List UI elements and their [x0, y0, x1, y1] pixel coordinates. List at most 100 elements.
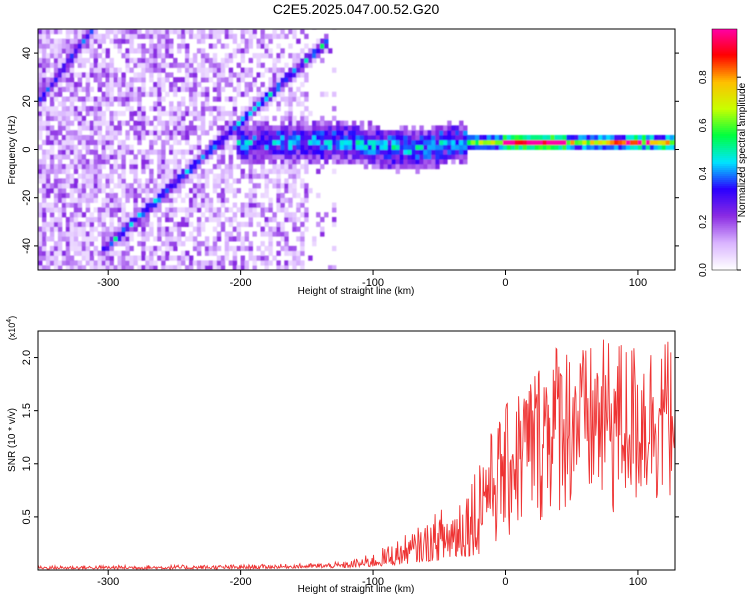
- heatmap-cell: [113, 29, 118, 35]
- heatmap-cell: [387, 149, 392, 155]
- heatmap-cell: [212, 178, 218, 184]
- heatmap-cell: [316, 168, 321, 174]
- heatmap-cell: [125, 226, 130, 232]
- heatmap-cell: [252, 120, 257, 126]
- heatmap-cell: [93, 207, 98, 213]
- heatmap-cell: [288, 245, 293, 252]
- heatmap-cell: [240, 120, 245, 126]
- heatmap-cell: [121, 53, 126, 59]
- heatmap-cell: [264, 168, 269, 174]
- heatmap-cell: [173, 86, 178, 92]
- heatmap-cell: [200, 86, 206, 92]
- heatmap-cell: [594, 144, 599, 150]
- heatmap-cell: [320, 125, 325, 131]
- heatmap-cell: [141, 241, 146, 247]
- heatmap-cell: [101, 91, 106, 97]
- heatmap-cell: [145, 260, 150, 266]
- spectrogram-y-axis-label: Frequency (Hz): [7, 116, 18, 185]
- heatmap-cell: [45, 91, 51, 97]
- heatmap-cell: [212, 43, 218, 49]
- heatmap-cell: [133, 164, 138, 170]
- heatmap-cell: [157, 236, 162, 242]
- colorbar-step: [712, 185, 737, 189]
- heatmap-cell: [45, 221, 51, 227]
- heatmap-cell: [173, 164, 178, 170]
- heatmap-cell: [133, 188, 138, 194]
- heatmap-cell: [200, 29, 206, 35]
- heatmap-cell: [304, 33, 309, 39]
- heatmap-cell: [304, 62, 309, 68]
- heatmap-cell: [109, 57, 114, 64]
- colorbar-step: [712, 39, 737, 42]
- heatmap-cell: [232, 110, 238, 117]
- heatmap-cell: [192, 188, 198, 194]
- heatmap-cell: [57, 265, 63, 270]
- heatmap-cell: [101, 159, 106, 165]
- heatmap-cell: [447, 154, 452, 160]
- heatmap-cell: [196, 260, 202, 266]
- heatmap-cell: [224, 250, 230, 256]
- heatmap-cell: [256, 139, 261, 146]
- heatmap-cell: [97, 168, 102, 174]
- heatmap-cell: [224, 96, 230, 102]
- heatmap-cell: [149, 221, 154, 227]
- heatmap-cell: [264, 67, 269, 73]
- heatmap-cell: [38, 159, 43, 165]
- heatmap-cell: [189, 149, 194, 155]
- heatmap-cell: [149, 91, 154, 97]
- heatmap-cell: [232, 135, 238, 141]
- heatmap-cell: [89, 38, 94, 44]
- colorbar-step: [712, 109, 737, 112]
- heatmap-cell: [284, 241, 289, 247]
- heatmap-cell: [189, 207, 194, 213]
- heatmap-cell: [189, 130, 194, 136]
- heatmap-cell: [216, 96, 222, 102]
- heatmap-cell: [332, 159, 337, 165]
- heatmap-cell: [236, 265, 241, 270]
- heatmap-cell: [332, 207, 337, 213]
- heatmap-cell: [248, 164, 253, 170]
- heatmap-cell: [69, 217, 75, 223]
- heatmap-cell: [73, 91, 79, 97]
- heatmap-cell: [272, 91, 277, 97]
- heatmap-cell: [53, 178, 59, 184]
- heatmap-cell: [65, 110, 71, 117]
- heatmap-cell: [169, 207, 174, 213]
- heatmap-cell: [502, 144, 508, 150]
- heatmap-cell: [284, 82, 289, 88]
- heatmap-cell: [264, 245, 269, 252]
- heatmap-cell: [268, 125, 273, 131]
- heatmap-cell: [141, 226, 146, 232]
- heatmap-cell: [125, 255, 130, 261]
- heatmap-cell: [145, 192, 150, 199]
- heatmap-cell: [42, 168, 47, 174]
- heatmap-cell: [149, 106, 154, 112]
- heatmap-cell: [264, 135, 269, 141]
- heatmap-cell: [117, 38, 122, 44]
- colorbar-step: [712, 69, 737, 72]
- heatmap-cell: [101, 226, 106, 232]
- heatmap-cell: [42, 226, 47, 232]
- heatmap-cell: [208, 57, 214, 64]
- heatmap-cell: [292, 217, 297, 223]
- heatmap-cell: [81, 221, 87, 227]
- heatmap-cell: [236, 139, 241, 146]
- heatmap-cell: [93, 33, 98, 39]
- heatmap-cell: [300, 57, 305, 64]
- colorbar-step: [712, 189, 737, 193]
- heatmap-cell: [57, 231, 63, 237]
- heatmap-cell: [336, 149, 341, 155]
- heatmap-cell: [81, 115, 87, 121]
- heatmap-cell: [157, 38, 162, 44]
- heatmap-cell: [216, 38, 222, 44]
- heatmap-cell: [61, 192, 67, 199]
- heatmap-cell: [117, 183, 122, 189]
- heatmap-cell: [363, 144, 369, 150]
- heatmap-cell: [216, 236, 222, 242]
- heatmap-cell: [61, 110, 67, 117]
- heatmap-cell: [367, 125, 373, 131]
- heatmap-cell: [177, 178, 182, 184]
- heatmap-cell: [173, 265, 178, 270]
- heatmap-cell: [260, 62, 265, 68]
- heatmap-cell: [355, 125, 361, 131]
